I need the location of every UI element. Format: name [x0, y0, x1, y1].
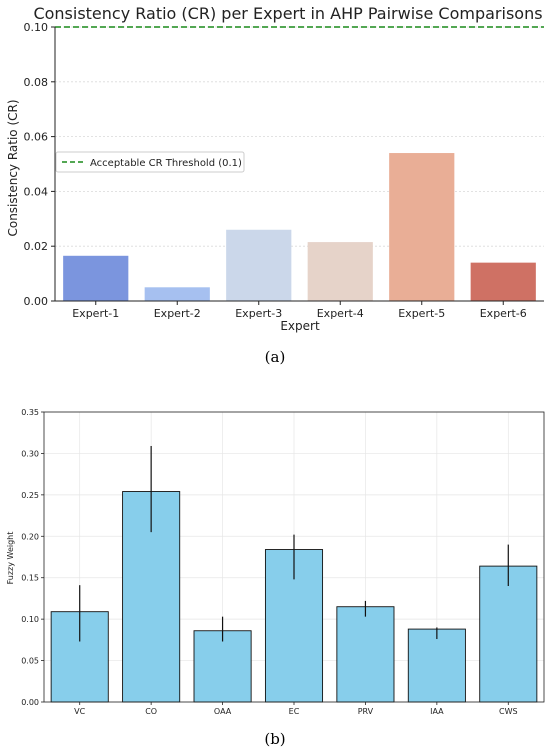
- y-tick-label: 0.15: [21, 574, 39, 583]
- x-tick-label: VC: [74, 707, 85, 716]
- bar-expert-3: [226, 229, 292, 301]
- y-tick-label: 0.20: [21, 532, 39, 541]
- y-tick-label: 0.05: [21, 657, 39, 666]
- y-tick-label: 0.00: [24, 295, 49, 308]
- x-tick-label: Expert-6: [480, 307, 527, 320]
- bar-iaa: [407, 628, 466, 703]
- bar-expert-1: [63, 255, 129, 301]
- y-tick-label: 0.10: [24, 21, 49, 34]
- chart-b-y-axis-label: Fuzzy Weight: [6, 532, 15, 585]
- chart-b-caption: (b): [264, 730, 286, 748]
- y-tick-label: 0.30: [21, 449, 39, 458]
- bar-oaa: [193, 630, 252, 703]
- bar-expert-4: [307, 242, 373, 301]
- legend-label: Acceptable CR Threshold (0.1): [90, 158, 242, 169]
- x-tick-label: Expert-5: [398, 307, 445, 320]
- chart-a-x-axis-label: Expert: [280, 319, 320, 333]
- x-tick-label: CWS: [499, 707, 518, 716]
- y-tick-label: 0.02: [24, 240, 49, 253]
- bar-expert-5: [389, 153, 455, 301]
- y-tick-label: 0.00: [21, 698, 39, 707]
- x-tick-label: PRV: [358, 707, 374, 716]
- bar-vc: [50, 611, 109, 703]
- chart-a-title: Consistency Ratio (CR) per Expert in AHP…: [33, 4, 542, 23]
- bar-expert-6: [470, 262, 536, 301]
- chart-a-caption: (a): [264, 348, 286, 366]
- chart-a-consistency-ratio: Consistency Ratio (CR) per Expert in AHP…: [6, 4, 544, 333]
- y-tick-label: 0.06: [24, 131, 49, 144]
- x-tick-label: Expert-4: [317, 307, 364, 320]
- x-tick-label: IAA: [430, 707, 444, 716]
- x-tick-label: EC: [289, 707, 300, 716]
- chart-b-fuzzy-weights: 0.00 0.05 0.10 0.15 0.20 0.25 0.30 0.35 VC CO OAA E…: [6, 408, 545, 716]
- x-tick-label: CO: [145, 707, 157, 716]
- chart-b-frame: [43, 411, 545, 703]
- y-tick-label: 0.25: [21, 491, 39, 500]
- y-tick-label: 0.04: [24, 185, 49, 198]
- y-tick-label: 0.08: [24, 76, 49, 89]
- x-tick-label: Expert-1: [72, 307, 119, 320]
- y-tick-label: 0.10: [21, 615, 39, 624]
- x-tick-label: Expert-3: [235, 307, 282, 320]
- bar-expert-2: [144, 287, 210, 301]
- bar-prv: [336, 606, 395, 703]
- y-tick-label: 0.35: [21, 408, 39, 417]
- bar-cws: [479, 565, 538, 703]
- x-tick-label: OAA: [214, 707, 232, 716]
- x-tick-label: Expert-2: [154, 307, 201, 320]
- chart-a-legend: Acceptable CR Threshold (0.1): [55, 151, 245, 173]
- chart-a-y-axis-label: Consistency Ratio (CR): [6, 99, 20, 236]
